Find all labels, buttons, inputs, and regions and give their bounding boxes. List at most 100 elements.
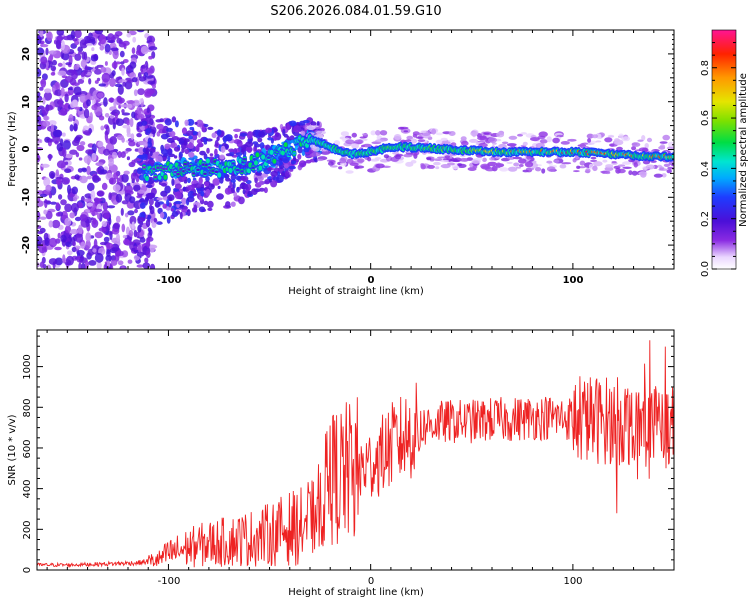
spectrogram-cell: [181, 197, 187, 205]
spectrogram-cell: [130, 172, 136, 181]
ridge-core: [235, 168, 240, 172]
colorbar-ticks: [712, 42, 736, 270]
spectrogram-cell: [104, 43, 111, 53]
spectrogram-cell: [367, 156, 372, 162]
spectrogram-cell: [68, 114, 74, 122]
spectrogram-cell: [613, 165, 621, 169]
spectrogram-cell: [224, 134, 233, 142]
spectrogram-cell: [137, 147, 145, 154]
spectrogram-cell: [289, 120, 297, 127]
spectrogram-cell: [81, 51, 86, 60]
spectrogram-cell: [351, 132, 357, 138]
spectrogram-cell: [58, 194, 63, 200]
spectrogram-cell: [420, 163, 425, 167]
snr-plot-area: [37, 340, 674, 568]
spectrogram-cell: [116, 177, 120, 184]
spectrogram-cell: [171, 178, 175, 187]
spectrogram-cell: [146, 107, 150, 114]
spectrogram-cell: [178, 137, 185, 144]
spectrogram-cell: [499, 167, 509, 172]
spectrogram-cell: [590, 156, 597, 160]
spectrogram-cell: [72, 38, 78, 42]
spectrogram-cell: [79, 93, 87, 103]
spectrogram-cell: [40, 78, 47, 88]
spectrogram-cell: [93, 238, 98, 249]
spectrogram-cell: [216, 136, 220, 142]
spectrogram-cell: [61, 177, 70, 185]
spectrogram-cell: [115, 250, 124, 257]
spectrogram-cell: [489, 157, 495, 161]
spectrogram-cell: [216, 193, 224, 200]
spectrogram-cell: [78, 157, 83, 161]
spectrogram-cell: [92, 217, 97, 225]
spectrogram-cell: [246, 131, 253, 140]
spectrogram-cell: [257, 137, 263, 143]
spectrogram-cell: [605, 164, 614, 169]
bottom-ytick-label: 200: [22, 520, 33, 539]
colorbar-tick-label: 0.2: [700, 211, 711, 227]
ridge-mid: [671, 153, 674, 159]
ridge-core: [231, 162, 236, 165]
spectrogram-cell: [44, 88, 52, 94]
spectrogram-cell: [48, 220, 54, 228]
spectrogram-cell: [431, 128, 437, 135]
spectrogram-cell: [174, 200, 183, 205]
spectrogram-cell: [98, 83, 107, 87]
spectrogram-cell: [286, 123, 290, 131]
spectrogram-cell: [245, 141, 254, 148]
ridge-mid: [254, 160, 258, 166]
spectrogram-cell: [592, 165, 598, 172]
spectrogram-cell: [447, 162, 455, 166]
spectrogram-cell: [288, 165, 296, 170]
spectrogram-cell: [235, 175, 241, 181]
spectrogram-cell: [63, 104, 69, 109]
spectrogram-cell: [117, 97, 125, 104]
spectrogram-cell: [48, 258, 58, 265]
spectrogram-cell: [52, 59, 57, 66]
spectrogram-cell: [76, 249, 85, 256]
spectrogram-cell: [224, 174, 230, 179]
spectrogram-cell: [45, 184, 52, 192]
spectrogram-cell: [169, 130, 176, 138]
ridge-mid: [272, 158, 277, 164]
spectrogram-cell: [37, 95, 43, 102]
spectrogram-cell: [74, 136, 82, 142]
spectrogram-cell: [48, 171, 56, 179]
bottom-ytick-label: 800: [22, 398, 33, 417]
spectrogram-cell: [74, 53, 82, 61]
spectrogram-cell: [55, 169, 59, 177]
spectrogram-cell: [362, 143, 373, 148]
spectrogram-cell: [142, 262, 151, 269]
spectrogram-cell: [149, 204, 153, 211]
spectrogram-cell: [345, 139, 355, 145]
spectrogram-cell: [137, 155, 146, 159]
spectrogram-cell: [99, 45, 105, 51]
spectrogram-cell: [109, 136, 118, 145]
spectrogram-cell: [516, 166, 522, 169]
spectrogram-cell: [525, 167, 535, 171]
spectrogram-cell: [62, 35, 72, 41]
spectrogram-cell: [535, 167, 542, 172]
spectrogram-cell: [86, 202, 93, 207]
spectrogram-cell: [482, 157, 487, 162]
spectrogram-cell: [48, 237, 58, 248]
ridge-mid: [269, 149, 274, 155]
spectrogram-cell: [127, 210, 135, 216]
spectrogram-cell: [94, 30, 104, 35]
bottom-x-axis-label: Height of straight line (km): [288, 587, 424, 598]
spectrogram-cell: [611, 161, 617, 164]
spectrogram-panel: -100 0 100 -20 -10 0 10 20 Height of str…: [7, 29, 675, 297]
spectrogram-cell: [119, 50, 125, 58]
spectrogram-cell: [203, 200, 209, 206]
spectrogram-cell: [546, 136, 552, 143]
spectrogram-cell: [338, 166, 343, 170]
spectrogram-cell: [236, 186, 240, 193]
spectrogram-cell: [613, 139, 624, 146]
ridge-core: [242, 157, 247, 161]
spectrogram-cell: [224, 143, 230, 149]
spectrogram-cell: [78, 262, 82, 269]
spectrogram-cell: [194, 183, 202, 189]
spectrogram-cell: [98, 227, 107, 232]
spectrogram-cell: [146, 88, 156, 95]
